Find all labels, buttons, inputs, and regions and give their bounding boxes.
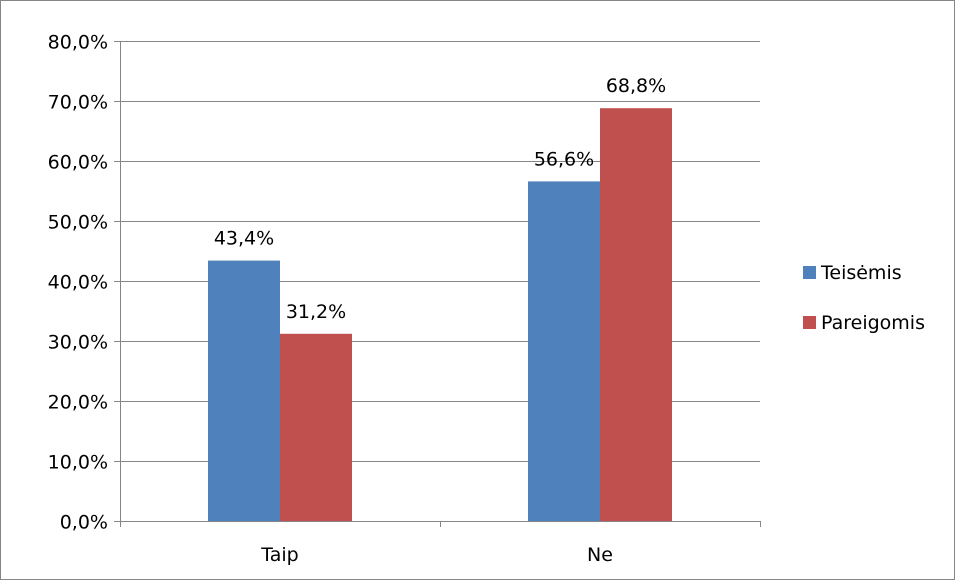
- y-tick-label: 60,0%: [48, 152, 108, 174]
- bar-ne-0: [528, 181, 600, 521]
- y-tick-label: 80,0%: [48, 32, 108, 54]
- y-tick-label: 70,0%: [48, 92, 108, 114]
- y-tick-label: 10,0%: [48, 452, 108, 474]
- category-label: Taip: [260, 544, 298, 566]
- data-label: 31,2%: [286, 301, 346, 323]
- y-tick-label: 50,0%: [48, 212, 108, 234]
- category-label: Ne: [587, 544, 613, 566]
- y-tick-label: 30,0%: [48, 332, 108, 354]
- data-label: 43,4%: [214, 228, 274, 250]
- data-label: 68,8%: [606, 75, 666, 97]
- bar-ne-1: [600, 108, 672, 521]
- y-tick-label: 40,0%: [48, 272, 108, 294]
- y-tick-label: 20,0%: [48, 392, 108, 414]
- y-tick-label: 0,0%: [60, 512, 108, 534]
- legend-swatch: [803, 266, 816, 279]
- bar-taip-0: [208, 260, 280, 521]
- legend-swatch: [803, 316, 816, 329]
- legend-label: Pareigomis: [821, 312, 925, 334]
- data-label: 56,6%: [534, 148, 594, 170]
- legend-label: Teisėmis: [820, 262, 902, 284]
- bar-taip-1: [280, 333, 352, 521]
